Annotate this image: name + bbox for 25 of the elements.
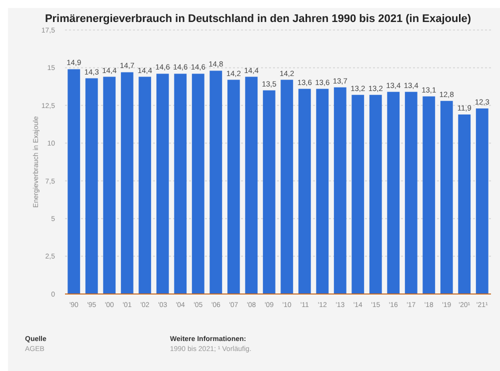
bar: [192, 74, 204, 294]
bar: [103, 76, 116, 294]
bar: [334, 87, 346, 294]
bar: [156, 74, 169, 294]
bar: [404, 92, 418, 294]
bar: [352, 94, 364, 294]
bar: [138, 76, 152, 294]
bar: [174, 74, 187, 294]
bar: [422, 96, 436, 294]
bar: [210, 70, 222, 294]
chart-title: Primärenergieverbrauch in Deutschland in den Jahren 1990 bis 2021 (in Exajoule): [44, 13, 472, 25]
bar: [85, 78, 98, 294]
bar: [227, 80, 240, 294]
bar: [245, 76, 258, 294]
bar: [298, 88, 311, 294]
bar: [476, 108, 488, 294]
bar: [68, 69, 80, 294]
bar: [387, 92, 400, 294]
bar: [440, 100, 453, 294]
bar: [458, 114, 471, 294]
bar: [369, 94, 382, 294]
bar: [316, 88, 329, 294]
bar: [120, 72, 134, 294]
bar: [280, 80, 294, 294]
bar: [262, 90, 276, 294]
